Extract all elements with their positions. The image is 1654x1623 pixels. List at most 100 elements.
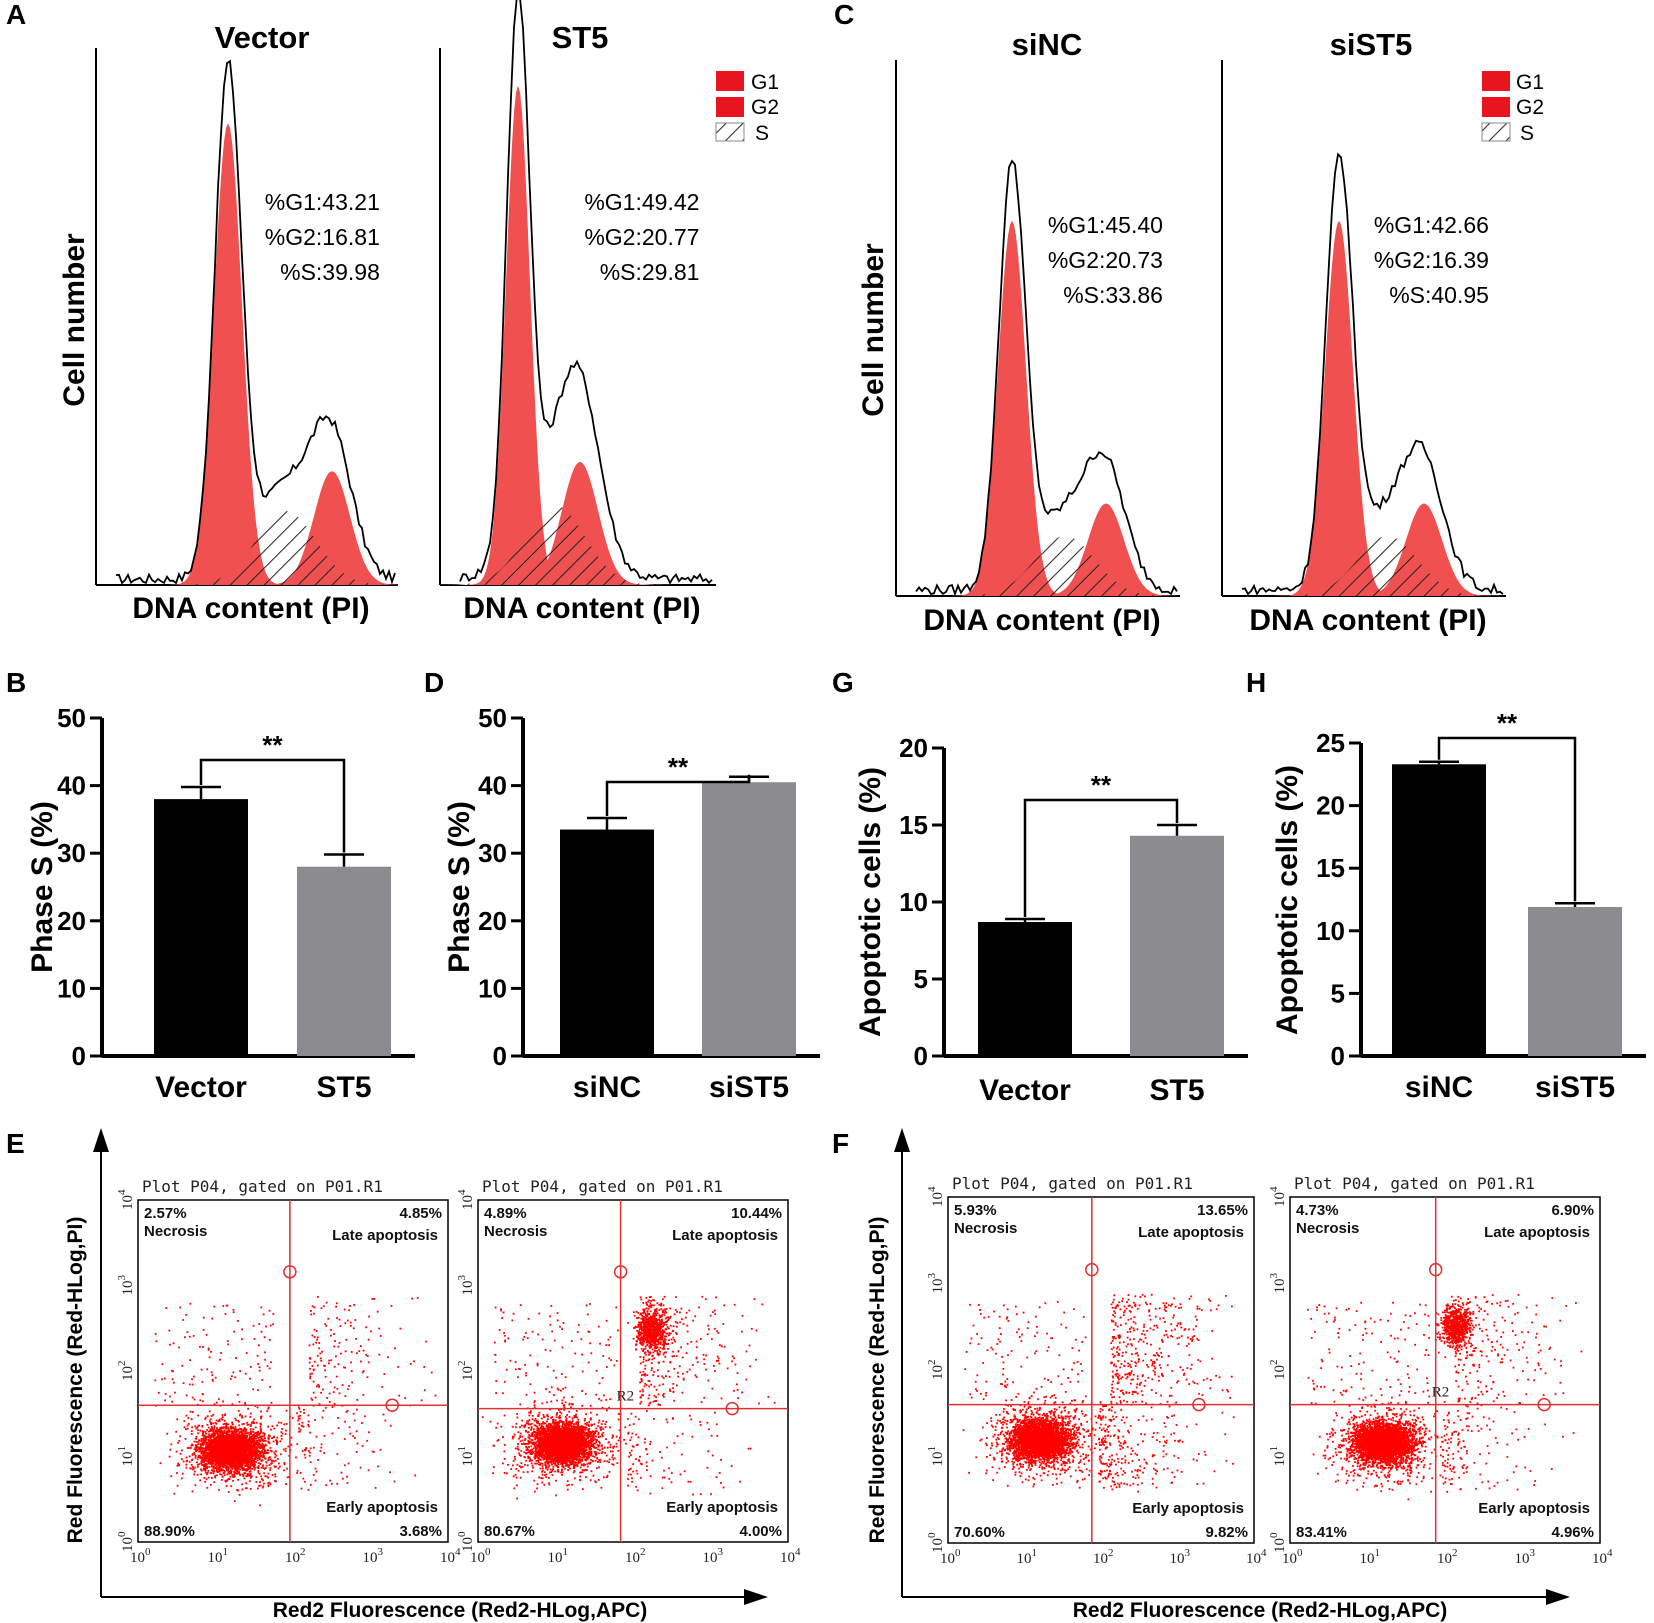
histogram-stat: %G1:43.21: [265, 189, 380, 215]
histogram-y-label-c: Cell number: [857, 243, 890, 417]
flow-pct-lower-left: 83.41%: [1296, 1524, 1347, 1541]
flow-label-early-apoptosis: Early apoptosis: [326, 1499, 438, 1516]
bar-st5: [1130, 835, 1224, 1056]
bar-y-tick-label: 10: [899, 887, 928, 917]
bar-y-tick-label: 30: [57, 838, 86, 868]
panel-label-c: C: [834, 0, 854, 30]
flow-plot-1: Plot P04, gated on P01.R1 2.57%Necrosis 4.…: [116, 1177, 461, 1566]
bar-category-label: ST5: [316, 1071, 371, 1104]
histogram-title: siST5: [1330, 27, 1413, 62]
bar-y-tick-label: 0: [914, 1041, 928, 1071]
flow-y-tick-label: 101: [926, 1446, 946, 1467]
histogram-g2-peak: [896, 503, 1180, 596]
flow-plot-title: Plot P04, gated on P01.R1: [482, 1177, 723, 1196]
histogram-overlap-g1: [896, 553, 1180, 596]
histogram-envelope: [459, 0, 713, 585]
histogram-g2-peak: [1222, 503, 1506, 596]
flow-pct-lower-left: 80.67%: [484, 1523, 535, 1540]
histogram-g2-peak: [440, 461, 716, 585]
significance-marker: **: [1091, 770, 1112, 800]
flow-x-label-e: Red2 Fluorescence (Red2-HLog,APC): [273, 1599, 648, 1622]
flow-pct-lower-right: 9.82%: [1205, 1524, 1248, 1541]
flow-y-tick-label: 100: [1268, 1532, 1288, 1553]
bar-y-tick-label: 40: [478, 771, 507, 801]
histogram-stat: %G2:20.77: [584, 224, 699, 250]
bar-category-label: siNC: [573, 1071, 641, 1104]
flow-plot-frame: [477, 1199, 789, 1543]
bar-chart-g: 0 5 10 15 20 Apoptotic cells (%) Vector ST5 **: [854, 733, 1248, 1107]
legend-g2-swatch: [716, 97, 744, 117]
histogram-stat: %S:40.95: [1389, 282, 1489, 308]
flow-plot-title: Plot P04, gated on P01.R1: [952, 1174, 1193, 1193]
legend-s-swatch: [715, 122, 745, 142]
flow-plot-3: Plot P04, gated on P01.R1 5.93%Necrosis 13…: [926, 1174, 1267, 1567]
flow-x-tick-label: 103: [1170, 1547, 1191, 1567]
panel-label-h: H: [1246, 667, 1266, 698]
flow-dot-cloud: [1307, 1294, 1583, 1501]
flow-y-arrowhead: [894, 1128, 910, 1152]
flow-plot-title: Plot P04, gated on P01.R1: [142, 1177, 383, 1196]
flow-plot-title: Plot P04, gated on P01.R1: [1294, 1174, 1535, 1193]
bar-sinc: [1392, 764, 1486, 1056]
panel-label-e: E: [6, 1128, 25, 1159]
flow-pct-lower-right: 4.96%: [1551, 1524, 1594, 1541]
legend-g1-swatch: [716, 71, 744, 91]
significance-bracket: [199, 758, 346, 853]
bar-y-tick-label: 50: [478, 703, 507, 733]
panel-label-a: A: [6, 0, 26, 30]
flow-x-tick-label: 104: [1592, 1547, 1613, 1567]
legend-g2-label: G2: [1516, 96, 1544, 119]
histogram-stat: %G1:42.66: [1374, 212, 1489, 238]
panel-label-g: G: [832, 667, 854, 698]
bar-y-tick-label: 20: [57, 906, 86, 936]
bar-category-label: siST5: [1535, 1071, 1615, 1104]
histogram-envelope: [915, 159, 1178, 597]
bar-chart-b: 0 10 20 30 40 50 Phase S (%) Vector ST5 **: [26, 703, 415, 1104]
flow-y-tick-label: 102: [1268, 1360, 1288, 1381]
bar-y-tick-label: 30: [478, 838, 507, 868]
flow-y-label-e: Red Fluorescence (Red-HLog,PI): [64, 1217, 87, 1544]
histogram-vector: Vector %G1:43.21 %G2:16.81 %S:39.98 DNA cont…: [95, 20, 398, 625]
bar-category-label: ST5: [1149, 1074, 1204, 1107]
panel-label-b: B: [6, 667, 26, 698]
bar-chart-d: 0 10 20 30 40 50 Phase S (%) siNC siST5 **: [443, 703, 820, 1104]
histogram-stat: %G2:20.73: [1048, 247, 1163, 273]
flow-label-necrosis: Necrosis: [484, 1223, 547, 1240]
flow-pct-upper-right: 4.85%: [399, 1205, 442, 1222]
histogram-stat: %G1:45.40: [1048, 212, 1163, 238]
flow-pct-upper-left: 5.93%: [954, 1202, 997, 1219]
flow-y-tick-label: 102: [116, 1361, 136, 1382]
flow-cytometry-layer: Plot P04, gated on P01.R12.57%Necrosis4.…: [93, 1128, 1613, 1605]
histogram-overlap-g2: [96, 531, 398, 585]
flow-label-early-apoptosis: Early apoptosis: [1478, 1500, 1590, 1517]
flow-pct-upper-right: 10.44%: [731, 1205, 782, 1222]
flow-label-late-apoptosis: Late apoptosis: [1138, 1224, 1244, 1241]
flow-gate-handle: [385, 1398, 399, 1412]
flow-plot-frame: [137, 1199, 449, 1543]
flow-y-tick-label: 104: [456, 1189, 476, 1210]
significance-bracket: [1023, 798, 1179, 917]
flow-y-tick-label: 101: [1268, 1446, 1288, 1467]
histogram-layer: Vector %G1:43.21 %G2:16.81 %S:39.98 DNA cont…: [95, 0, 1506, 637]
bar-y-tick-label: 50: [57, 703, 86, 733]
flow-label-early-apoptosis: Early apoptosis: [666, 1499, 778, 1516]
flow-x-arrowhead: [1546, 1589, 1570, 1605]
histogram-sinc: siNC %G1:45.40 %G2:20.73 %S:33.86 DNA conten…: [895, 27, 1180, 637]
histogram-overlap-g2: [1222, 546, 1506, 596]
flow-x-tick-label: 102: [1437, 1547, 1458, 1567]
panel-label-f: F: [832, 1128, 849, 1159]
flow-y-arrowhead: [93, 1128, 109, 1152]
flow-y-tick-label: 101: [456, 1446, 476, 1467]
significance-marker: **: [1497, 708, 1518, 738]
flow-y-label-f: Red Fluorescence (Red-HLog,PI): [866, 1217, 889, 1544]
flow-label-necrosis: Necrosis: [954, 1220, 1017, 1237]
flow-pct-lower-right: 3.68%: [399, 1523, 442, 1540]
histogram-stat: %G2:16.39: [1374, 247, 1489, 273]
flow-y-tick-label: 104: [116, 1189, 136, 1210]
bar-y-tick-label: 10: [57, 973, 86, 1003]
bar-vector: [154, 799, 248, 1056]
flow-label-necrosis: Necrosis: [1296, 1220, 1359, 1237]
flow-y-tick-label: 100: [116, 1531, 136, 1552]
flow-label-late-apoptosis: Late apoptosis: [1484, 1224, 1590, 1241]
